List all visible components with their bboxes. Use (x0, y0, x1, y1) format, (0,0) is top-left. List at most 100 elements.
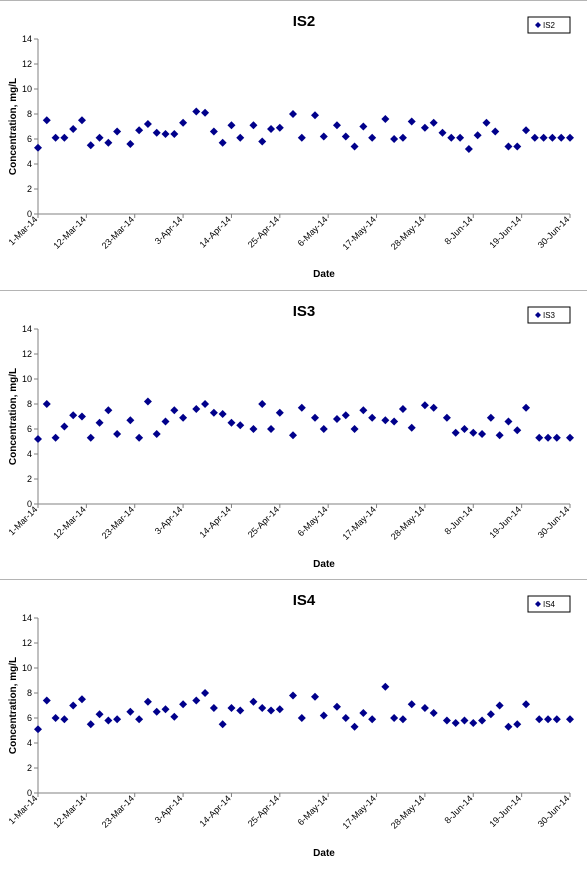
data-point (192, 696, 201, 705)
data-point (398, 715, 407, 724)
data-point (227, 418, 236, 427)
data-point (566, 715, 574, 724)
data-point (86, 433, 95, 442)
data-point (104, 716, 113, 725)
x-tick-label: 1-Mar-14 (7, 214, 40, 247)
chart-title: IS4 (293, 592, 316, 609)
legend: IS4 (527, 595, 571, 613)
data-point (332, 415, 341, 423)
data-point (135, 433, 144, 442)
x-tick-label: 23-Mar-14 (100, 214, 136, 250)
data-point (359, 709, 368, 717)
data-point (368, 413, 377, 422)
is3-scatter-chart: IS3 0 2 4 6 8 10 12 14 1-Mar-14 12-Mar-14 23-Mar-14… (7, 303, 574, 570)
data-point (152, 707, 161, 716)
data-point (350, 142, 359, 151)
x-tick-label: 3-Apr-14 (153, 504, 185, 536)
data-point (95, 418, 104, 427)
data-point (236, 133, 245, 142)
x-tick-label: 23-Mar-14 (100, 504, 136, 540)
data-point (135, 715, 144, 724)
x-tick-label: 28-May-14 (389, 793, 426, 830)
data-point (135, 126, 144, 135)
data-point (390, 714, 399, 722)
chart-title: IS3 (293, 303, 316, 320)
data-point (522, 700, 531, 709)
data-point (275, 705, 284, 714)
legend-label: IS3 (543, 311, 556, 320)
data-point (513, 426, 522, 435)
data-point (552, 715, 561, 724)
x-tick-label: 28-May-14 (389, 504, 426, 541)
y-tick-label: 14 (22, 613, 32, 623)
data-point (275, 408, 284, 417)
data-point (332, 121, 341, 130)
data-point (201, 689, 210, 697)
data-point (297, 403, 306, 412)
data-point (170, 130, 179, 138)
x-tick-label: 17-May-14 (340, 214, 377, 251)
data-point (249, 697, 258, 706)
data-point (552, 433, 561, 442)
data-point (227, 704, 236, 712)
data-point (126, 416, 135, 425)
legend-marker-icon (535, 601, 541, 607)
x-tick-label: 19-Jun-14 (487, 504, 523, 540)
data-point (161, 705, 170, 714)
legend-box (527, 16, 571, 34)
data-point (420, 123, 429, 132)
data-point (77, 116, 86, 125)
x-tick-label: 30-Jun-14 (536, 214, 572, 250)
y-tick-label: 0 (27, 209, 32, 219)
y-tick-label: 8 (27, 688, 32, 698)
data-point (51, 714, 60, 722)
data-point (218, 720, 227, 729)
data-point (209, 127, 218, 136)
data-point (407, 423, 416, 432)
data-point (544, 715, 553, 724)
data-point (319, 425, 328, 433)
data-point (209, 704, 218, 712)
data-point (69, 701, 78, 710)
y-tick-label: 10 (22, 374, 32, 384)
data-point (179, 413, 188, 422)
y-tick-label: 4 (27, 738, 32, 748)
x-tick-label: 6-May-14 (296, 504, 330, 538)
data-point (51, 133, 60, 142)
x-tick-label: 25-Apr-14 (246, 504, 281, 539)
x-tick-label: 30-Jun-14 (536, 793, 572, 829)
data-point (192, 107, 201, 116)
data-point (201, 108, 210, 117)
data-point (456, 133, 465, 142)
data-point (297, 714, 306, 722)
data-point (469, 428, 478, 437)
data-point (201, 400, 210, 408)
x-axis-title: Date (313, 848, 335, 859)
data-point (381, 115, 390, 123)
data-point (522, 126, 531, 135)
data-point (438, 128, 447, 137)
data-point (504, 417, 513, 426)
data-point (267, 125, 276, 133)
data-point (170, 406, 179, 415)
data-point (179, 118, 188, 127)
data-point (341, 714, 350, 722)
data-point (495, 701, 504, 710)
data-point (442, 716, 451, 725)
data-point (152, 430, 161, 438)
data-point (236, 706, 245, 715)
data-point (398, 133, 407, 142)
data-point (143, 397, 152, 406)
data-point (530, 133, 539, 142)
data-point (236, 421, 245, 430)
legend: IS2 (527, 16, 571, 34)
y-tick-label: 2 (27, 763, 32, 773)
data-point (34, 143, 42, 152)
data-point (143, 697, 152, 706)
data-point (548, 133, 557, 142)
y-tick-label: 2 (27, 184, 32, 194)
data-point (350, 722, 359, 731)
x-tick-label: 12-Mar-14 (51, 793, 87, 829)
x-tick-label: 8-Jun-14 (442, 504, 474, 536)
y-tick-label: 12 (22, 349, 32, 359)
